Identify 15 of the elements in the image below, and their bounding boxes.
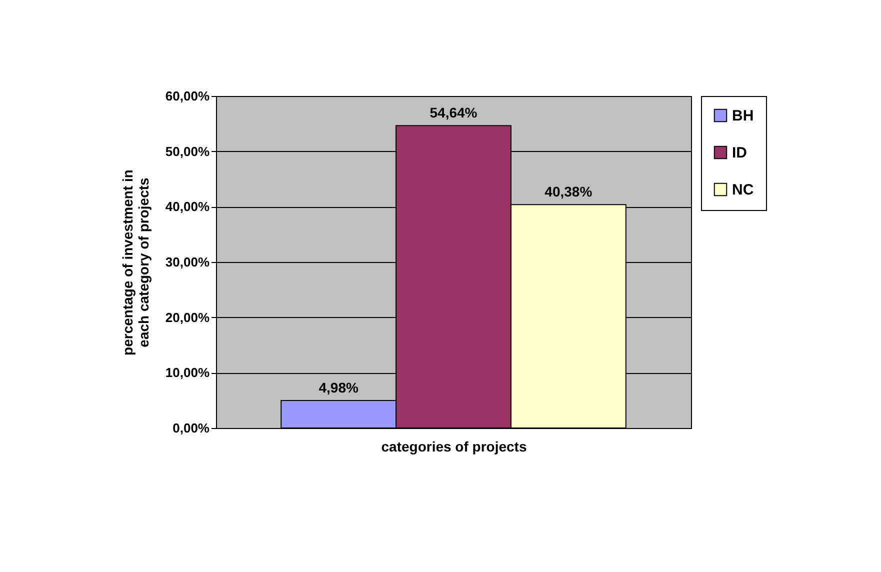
y-tick-label: 50,00% bbox=[165, 144, 210, 159]
y-axis-title: percentage of investment in each category of projects bbox=[119, 170, 152, 356]
data-label: 4,98% bbox=[318, 379, 359, 396]
y-tick-label: 60,00% bbox=[165, 88, 210, 104]
y-tick-label: 20,00% bbox=[165, 310, 210, 325]
data-label: 54,64% bbox=[430, 104, 478, 121]
legend-label: NC bbox=[732, 182, 754, 198]
y-tick-label: 30,00% bbox=[165, 254, 210, 270]
x-axis-title: categories of projects bbox=[381, 438, 527, 454]
legend-label: BH bbox=[732, 108, 754, 124]
y-tick-label: 10,00% bbox=[165, 365, 210, 380]
y-tick-label: 40,00% bbox=[165, 199, 210, 214]
data-label: 40,38% bbox=[544, 184, 593, 200]
y-tick-label: 0,00% bbox=[172, 420, 210, 436]
legend-label: ID bbox=[732, 144, 748, 162]
